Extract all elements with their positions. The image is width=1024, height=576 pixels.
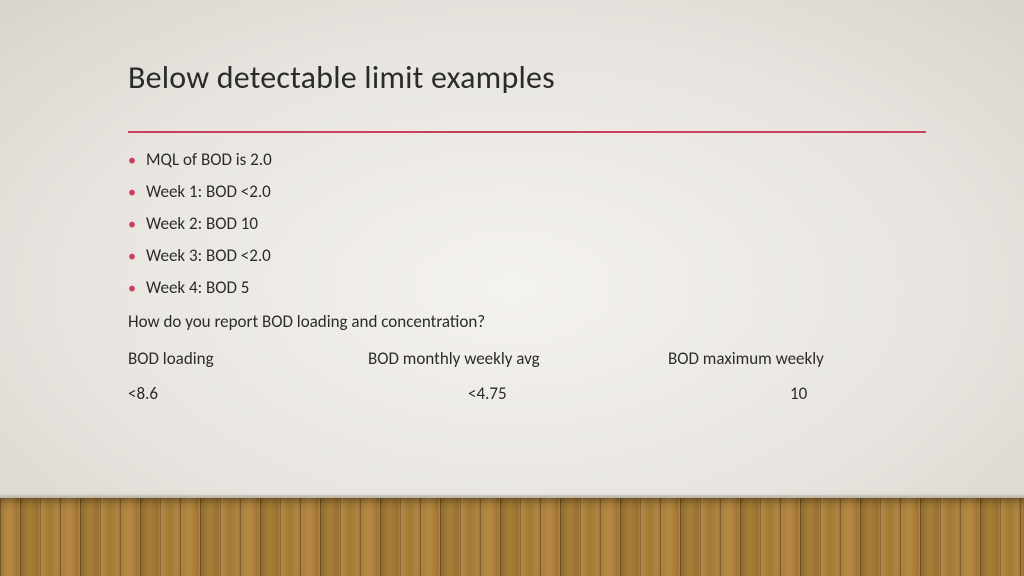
table-header-row: BOD loading BOD monthly weekly avg BOD m… — [128, 348, 908, 369]
bullet-text: Week 2: BOD 10 — [146, 215, 258, 232]
floor-texture — [0, 498, 1024, 576]
slide: Below detectable limit examples •MQL of … — [0, 0, 1024, 576]
list-item: •MQL of BOD is 2.0 — [128, 151, 928, 169]
col-header-monthly: BOD monthly weekly avg — [368, 348, 668, 369]
col-header-maxweekly: BOD maximum weekly — [668, 348, 908, 369]
val-loading: <8.6 — [128, 383, 368, 404]
bullet-text: MQL of BOD is 2.0 — [146, 151, 272, 168]
bullet-icon: • — [128, 185, 146, 201]
list-item: •Week 3: BOD <2.0 — [128, 247, 928, 265]
val-monthly-text: <4.75 — [368, 383, 507, 404]
bullet-icon: • — [128, 281, 146, 297]
list-item: •Week 2: BOD 10 — [128, 215, 928, 233]
bullet-text: Week 1: BOD <2.0 — [146, 183, 271, 200]
bullet-text: Week 4: BOD 5 — [146, 279, 249, 296]
table-value-row: <8.6 <4.75 10 — [128, 383, 908, 404]
val-maxweekly-text: 10 — [668, 383, 807, 404]
question-text: How do you report BOD loading and concen… — [128, 311, 928, 332]
list-item: •Week 1: BOD <2.0 — [128, 183, 928, 201]
bullet-list: •MQL of BOD is 2.0 •Week 1: BOD <2.0 •We… — [128, 151, 928, 297]
bullet-icon: • — [128, 249, 146, 265]
title-rule — [128, 131, 926, 133]
content-area: Below detectable limit examples •MQL of … — [128, 58, 928, 404]
val-monthly: <4.75 — [368, 383, 668, 404]
slide-title: Below detectable limit examples — [128, 58, 928, 97]
list-item: •Week 4: BOD 5 — [128, 279, 928, 297]
bullet-icon: • — [128, 217, 146, 233]
col-header-loading: BOD loading — [128, 348, 368, 369]
bullet-icon: • — [128, 153, 146, 169]
bullet-text: Week 3: BOD <2.0 — [146, 247, 271, 264]
val-maxweekly: 10 — [668, 383, 908, 404]
